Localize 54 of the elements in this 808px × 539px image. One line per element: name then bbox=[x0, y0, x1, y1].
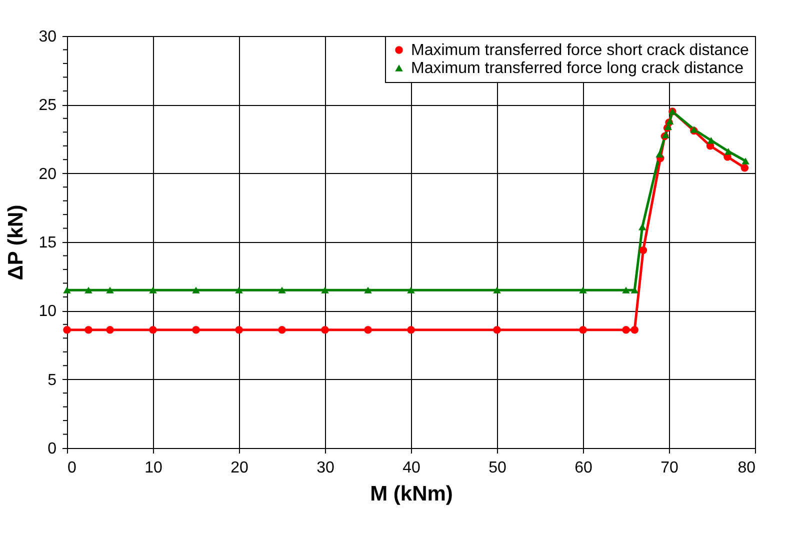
x-tick-label: 10 bbox=[144, 460, 162, 476]
point bbox=[84, 326, 92, 334]
y-tick-label: 10 bbox=[38, 303, 57, 320]
point bbox=[278, 326, 286, 334]
legend-label: Maximum transferred force short crack distance bbox=[411, 42, 749, 59]
x-tick-label: 80 bbox=[738, 460, 756, 476]
point bbox=[622, 286, 630, 294]
y-tick-label: 25 bbox=[38, 97, 57, 114]
point bbox=[740, 164, 749, 172]
point bbox=[724, 148, 732, 155]
x-tick-label: 40 bbox=[402, 460, 420, 476]
point bbox=[622, 326, 630, 334]
point bbox=[639, 246, 648, 254]
point bbox=[278, 286, 286, 294]
y-axis-title: ΔP (kN) bbox=[4, 204, 28, 280]
point bbox=[579, 286, 587, 294]
point bbox=[84, 286, 92, 294]
point bbox=[493, 286, 501, 294]
point bbox=[364, 286, 372, 294]
point bbox=[149, 286, 157, 294]
point bbox=[656, 150, 664, 158]
point bbox=[742, 158, 750, 164]
point bbox=[579, 326, 587, 334]
point bbox=[63, 286, 71, 294]
point bbox=[235, 286, 243, 294]
point bbox=[407, 286, 415, 294]
point bbox=[630, 326, 638, 334]
x-tick-label: 70 bbox=[660, 460, 678, 476]
x-tick-label: 50 bbox=[488, 460, 506, 476]
point bbox=[321, 326, 329, 334]
point bbox=[407, 326, 415, 334]
point bbox=[321, 286, 329, 294]
x-axis-title: M (kNm) bbox=[370, 482, 453, 506]
point bbox=[707, 137, 716, 144]
x-tick-label: 30 bbox=[316, 460, 334, 476]
y-tick-label: 0 bbox=[48, 440, 57, 458]
x-tick-label: 20 bbox=[230, 460, 248, 476]
point bbox=[364, 326, 372, 334]
x-tick-label: 0 bbox=[68, 460, 76, 476]
point bbox=[106, 326, 114, 334]
point bbox=[638, 224, 646, 230]
y-tick-label: 20 bbox=[38, 166, 57, 183]
x-tick-label: 60 bbox=[574, 460, 592, 476]
y-tick-label: 30 bbox=[38, 28, 57, 46]
point bbox=[235, 326, 243, 334]
point bbox=[106, 286, 114, 294]
y-tick-label: 5 bbox=[48, 372, 57, 389]
point bbox=[149, 326, 157, 334]
point bbox=[63, 326, 71, 334]
point bbox=[192, 326, 200, 334]
legend-label: Maximum transferred force long crack distance bbox=[411, 60, 744, 77]
point bbox=[493, 326, 501, 334]
point bbox=[192, 286, 200, 294]
y-tick-label: 15 bbox=[38, 234, 57, 252]
